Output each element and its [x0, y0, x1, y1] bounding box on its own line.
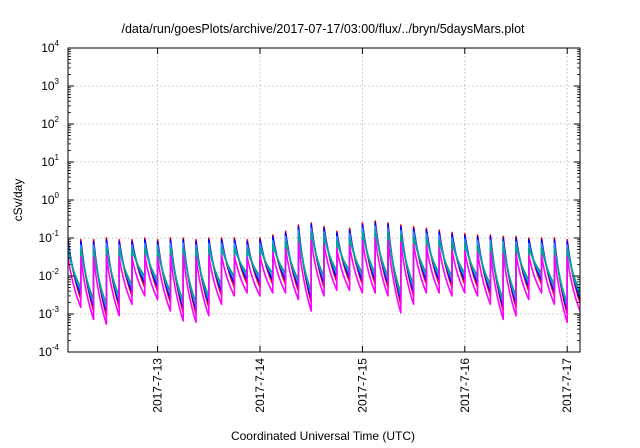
y-tick-label: 10-4 [39, 343, 60, 359]
x-axis: 2017-7-13 2017-7-14 2017-7-15 2017-7-16 2017… [151, 358, 575, 413]
x-tick-label: 2017-7-13 [151, 358, 165, 413]
x-axis-label: Coordinated Universal Time (UTC) [231, 429, 415, 443]
y-axis: 10-4 10-3 10-2 10-1 100 101 102 103 104 [39, 39, 60, 359]
series-line-4 [68, 237, 580, 325]
x-tick-label: 2017-7-17 [560, 358, 574, 413]
y-tick-label: 103 [41, 77, 59, 93]
y-tick-label: 10-1 [39, 229, 60, 245]
y-tick-label: 102 [41, 115, 59, 131]
chart-title: /data/run/goesPlots/archive/2017-07-17/0… [121, 22, 525, 36]
x-tick-label: 2017-7-15 [355, 358, 369, 413]
y-tick-label: 101 [41, 153, 59, 169]
axis-ticks [68, 47, 580, 353]
y-tick-label: 104 [41, 39, 59, 55]
y-tick-label: 10-3 [39, 305, 60, 321]
y-tick-label: 100 [41, 191, 59, 207]
x-tick-label: 2017-7-16 [458, 358, 472, 413]
y-axis-label: cSv/day [11, 179, 25, 222]
y-tick-label: 10-2 [39, 267, 60, 283]
series-group [68, 220, 580, 325]
x-tick-label: 2017-7-14 [253, 358, 267, 413]
